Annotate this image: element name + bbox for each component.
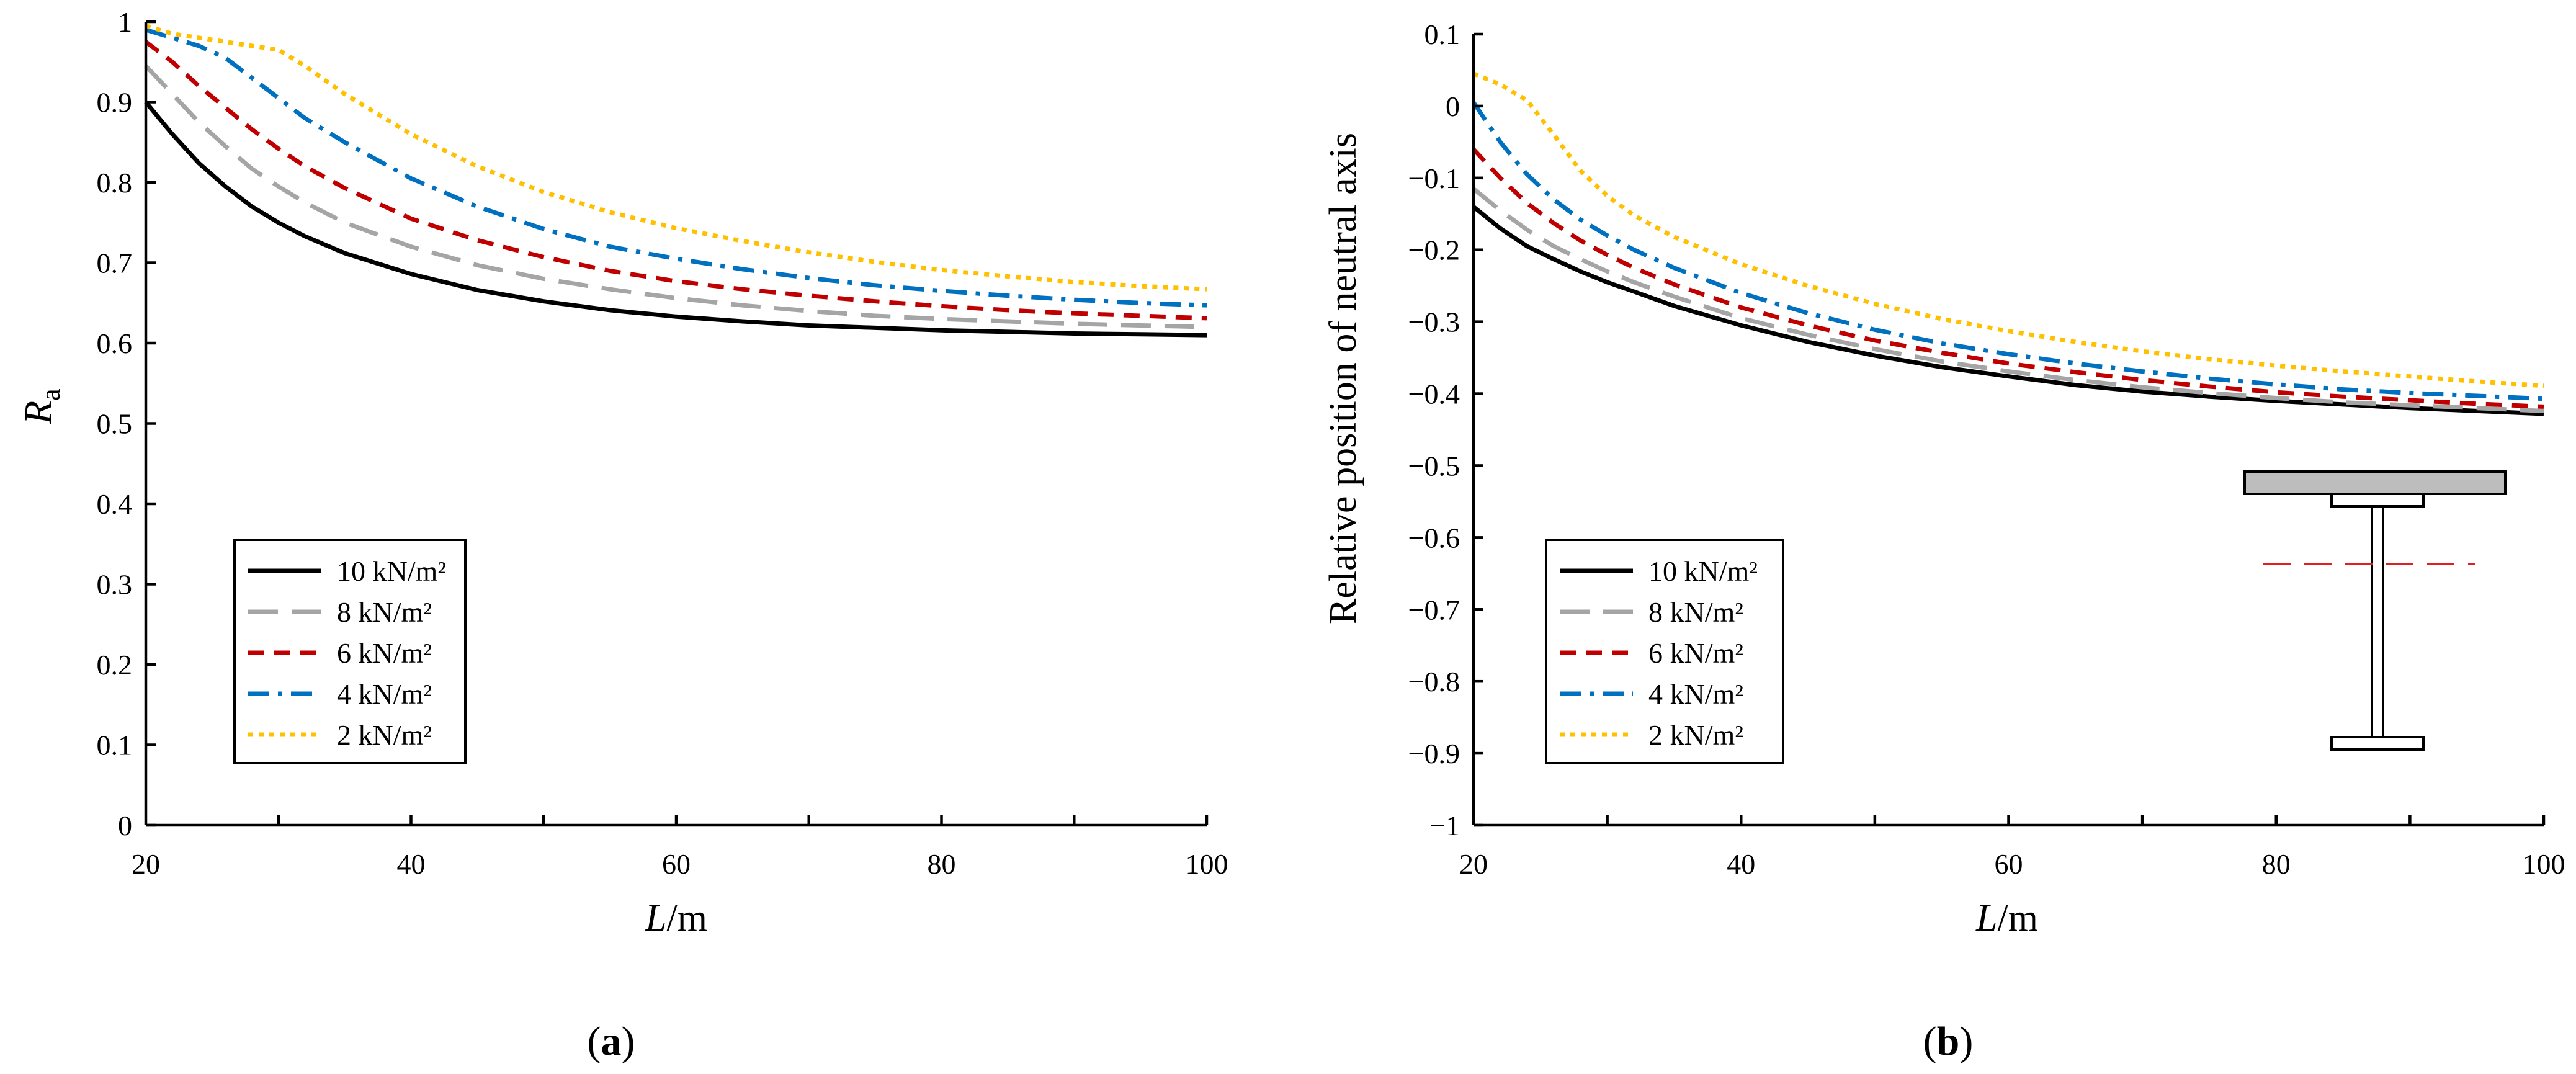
legend-label-b-1: 10 kN/m² — [1648, 555, 1758, 587]
x-tick-label-a: 60 — [662, 848, 691, 880]
chart-panel-a: 20 40 60 80 100 0 0.1 0.2 0.3 0.4 0.5 0.6 0.7 0.8 0.9 1… — [17, 6, 1228, 1064]
y-tick-label-a: 0.2 — [97, 649, 133, 681]
x-tick-label-b: 20 — [1459, 848, 1488, 880]
y-tick-label-b: 0 — [1446, 91, 1460, 122]
y-axis-title-a: Ra — [17, 388, 66, 424]
legend-b: 10 kN/m² 8 kN/m² 6 kN/m² 4 kN/m² 2 kN/m² — [1545, 539, 1784, 764]
chart-panel-b: 20 40 60 80 100 0.1 0 −0.1 −0.2 −0.3 −0.4 −0.5 −0.6 −… — [1322, 19, 2565, 1064]
y-tick-label-a: 0.1 — [97, 730, 133, 761]
x-tick-label-b: 60 — [1995, 848, 2023, 880]
legend-label-a-2: 8 kN/m² — [337, 596, 432, 628]
y-tick-label-b: −0.2 — [1408, 235, 1460, 266]
y-tick-label-b: −0.4 — [1408, 378, 1460, 410]
legend-label-b-5: 2 kN/m² — [1648, 719, 1743, 751]
legend-a: 10 kN/m² 8 kN/m² 6 kN/m² 4 kN/m² 2 kN/m² — [233, 539, 467, 764]
legend-label-a-5: 2 kN/m² — [337, 719, 432, 751]
legend-label-b-4: 4 kN/m² — [1648, 678, 1743, 710]
x-tick-label-b: 40 — [1727, 848, 1755, 880]
series-line-b-5 — [1472, 71, 2544, 388]
x-tick-label-a: 40 — [397, 848, 426, 880]
y-tick-label-a: 1 — [118, 6, 132, 38]
series-line-a-4 — [145, 27, 1207, 308]
y-tick-label-a: 0.8 — [97, 167, 133, 199]
x-tick-label-b: 80 — [2262, 848, 2291, 880]
y-tick-label-b: −0.8 — [1408, 666, 1460, 697]
x-tick-label-a: 80 — [928, 848, 956, 880]
x-tick-label-a: 100 — [1186, 848, 1228, 880]
y-tick-label-b: −0.1 — [1408, 163, 1460, 194]
y-tick-label-b: −0.5 — [1408, 450, 1460, 481]
series-line-b-2 — [1472, 187, 2544, 413]
x-axis-title-b: L/m — [1975, 897, 2038, 939]
ticks-a: 20 40 60 80 100 0 0.1 0.2 0.3 0.4 0.5 0.6 0.7 0.8 0.9 1 — [97, 6, 1228, 880]
y-tick-label-a: 0.3 — [97, 569, 133, 601]
legend-label-a-4: 4 kN/m² — [337, 678, 432, 710]
series-line-a-1 — [144, 101, 1207, 338]
y-tick-label-a: 0.9 — [97, 87, 133, 119]
legend-box-a — [233, 539, 467, 764]
x-tick-label-b: 100 — [2523, 848, 2565, 880]
x-axis-title-a: L/m — [645, 897, 707, 939]
legend-box-b — [1545, 539, 1784, 764]
x-tick-label-a: 20 — [132, 848, 160, 880]
web — [2371, 505, 2384, 738]
legend-label-b-2: 8 kN/m² — [1648, 596, 1743, 628]
caption-b: (b) — [1923, 1019, 1974, 1064]
y-tick-label-a: 0 — [118, 810, 132, 841]
steel-composite-girder-section-icon — [2243, 470, 2507, 751]
y-tick-label-a: 0.7 — [97, 248, 133, 279]
series-line-b-1 — [1472, 205, 2544, 416]
series-group-a — [144, 24, 1207, 338]
series-line-a-5 — [145, 24, 1207, 292]
series-line-a-3 — [144, 40, 1207, 321]
series-line-a-2 — [144, 64, 1207, 329]
bottom-flange — [2330, 736, 2425, 751]
y-tick-label-a: 0.4 — [97, 488, 133, 520]
series-group-b — [1472, 71, 2544, 416]
caption-a: (a) — [588, 1019, 635, 1064]
legend-label-a-1: 10 kN/m² — [337, 555, 446, 587]
legend-label-b-3: 6 kN/m² — [1648, 637, 1743, 669]
top-flange — [2330, 493, 2425, 508]
y-tick-label-b: −1 — [1429, 810, 1460, 841]
y-tick-label-b: −0.3 — [1408, 307, 1460, 338]
y-tick-label-b: −0.7 — [1408, 594, 1460, 625]
series-line-b-3 — [1472, 148, 2544, 409]
y-tick-label-b: 0.1 — [1424, 19, 1460, 50]
y-tick-label-b: −0.6 — [1408, 522, 1460, 553]
series-line-b-4 — [1472, 101, 2544, 401]
y-tick-label-a: 0.5 — [97, 408, 133, 440]
y-axis-title-b: Relative position of neutral axis — [1322, 133, 1364, 624]
legend-label-a-3: 6 kN/m² — [337, 637, 432, 669]
concrete-slab — [2243, 470, 2507, 495]
y-tick-label-b: −0.9 — [1408, 738, 1460, 769]
y-tick-label-a: 0.6 — [97, 328, 133, 359]
ticks-b: 20 40 60 80 100 0.1 0 −0.1 −0.2 −0.3 −0.4 −0.5 −0.6 −… — [1408, 19, 2565, 880]
